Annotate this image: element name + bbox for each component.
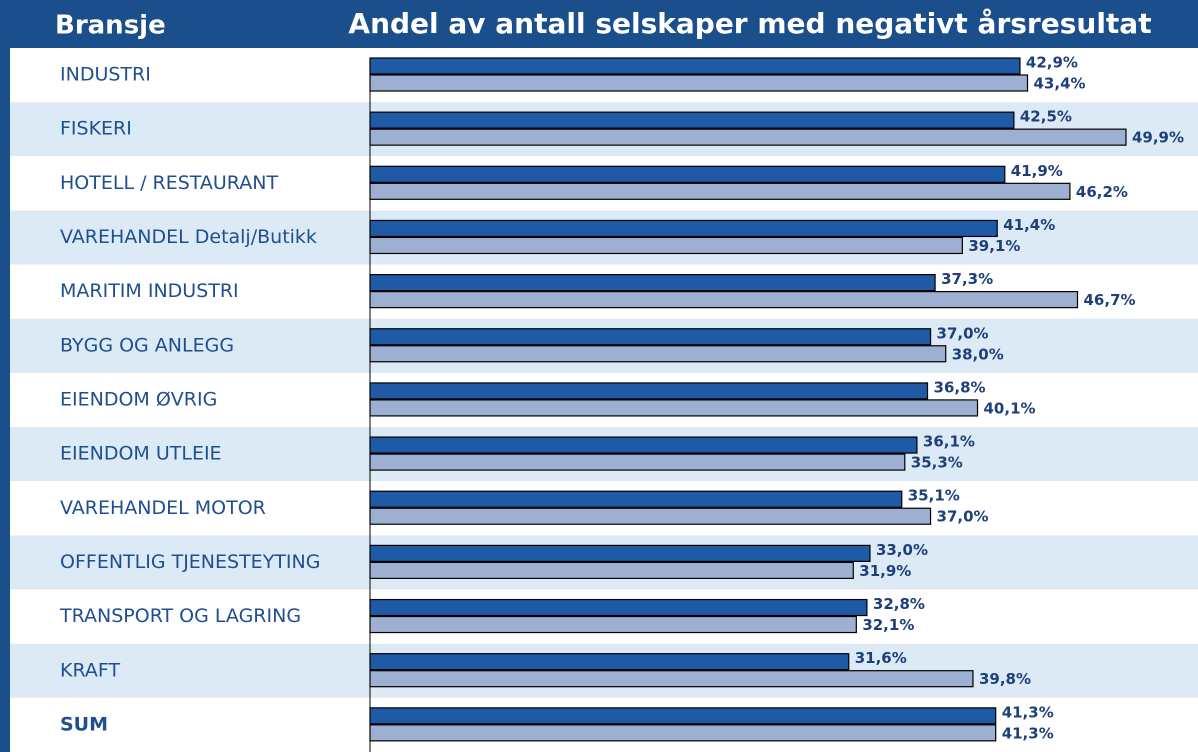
value-label: 32,8% — [873, 595, 925, 613]
value-label: 39,1% — [968, 237, 1020, 255]
value-label: 37,3% — [941, 270, 993, 288]
category-label: KRAFT — [60, 659, 120, 681]
column-header: Bransje — [55, 11, 166, 41]
value-label: 41,3% — [1002, 703, 1054, 721]
bar — [369, 219, 998, 238]
value-label: 37,0% — [937, 324, 989, 342]
bar — [369, 74, 1029, 92]
value-label: 49,9% — [1132, 129, 1184, 147]
bar — [369, 165, 1006, 183]
left-strip — [0, 0, 10, 752]
bar — [369, 399, 979, 417]
category-label: TRANSPORT OG LAGRING — [59, 605, 301, 627]
bar — [369, 544, 871, 562]
bar — [369, 561, 854, 579]
bar — [369, 598, 868, 617]
bar — [369, 707, 997, 725]
bar — [369, 382, 929, 400]
value-label: 41,3% — [1002, 724, 1054, 742]
value-label: 42,9% — [1026, 54, 1078, 72]
bar — [369, 111, 1015, 129]
value-label: 38,0% — [952, 345, 1004, 363]
category-label: HOTELL / RESTAURANT — [60, 172, 278, 194]
bar — [369, 615, 857, 634]
bar — [369, 57, 1021, 75]
value-label: 31,9% — [859, 562, 911, 580]
category-label: EIENDOM UTLEIE — [60, 443, 222, 465]
value-label: 32,1% — [862, 616, 914, 634]
value-label: 40,1% — [984, 399, 1036, 417]
header-bar — [0, 0, 1198, 48]
bar — [369, 724, 997, 742]
value-label: 37,0% — [937, 508, 989, 526]
bar — [369, 490, 903, 508]
value-label: 33,0% — [876, 541, 928, 559]
bar — [369, 182, 1071, 200]
category-label: SUM — [60, 713, 108, 735]
value-label: 39,8% — [979, 670, 1031, 688]
value-label: 36,1% — [923, 433, 975, 451]
bar — [369, 328, 932, 346]
bar — [369, 345, 947, 363]
bar — [369, 291, 1079, 309]
value-label: 35,3% — [911, 454, 963, 472]
value-label: 36,8% — [934, 378, 986, 396]
value-label: 31,6% — [855, 649, 907, 667]
bar — [369, 128, 1127, 146]
bar — [369, 236, 963, 255]
bar — [369, 436, 918, 454]
category-label: MARITIM INDUSTRI — [60, 280, 239, 302]
value-label: 41,9% — [1011, 162, 1063, 180]
category-label: INDUSTRI — [60, 64, 151, 86]
bar — [369, 274, 936, 292]
category-label: EIENDOM ØVRIG — [60, 389, 217, 411]
value-label: 42,5% — [1020, 108, 1072, 126]
category-label: VAREHANDEL Detalj/Butikk — [60, 226, 317, 248]
category-label: BYGG OG ANLEGG — [60, 334, 234, 356]
value-label: 43,4% — [1034, 75, 1086, 93]
bar — [369, 670, 974, 688]
value-label: 46,2% — [1076, 183, 1128, 201]
bar — [369, 653, 850, 671]
category-label: FISKERI — [60, 118, 132, 140]
category-label: VAREHANDEL MOTOR — [60, 497, 266, 519]
bar — [369, 453, 906, 471]
value-label: 41,4% — [1003, 216, 1055, 234]
chart-title: Andel av antall selskaper med negativt å… — [348, 7, 1151, 40]
value-label: 35,1% — [908, 487, 960, 505]
bar — [369, 507, 932, 525]
category-label: OFFENTLIG TJENESTEYTING — [60, 551, 320, 573]
value-label: 46,7% — [1084, 291, 1136, 309]
